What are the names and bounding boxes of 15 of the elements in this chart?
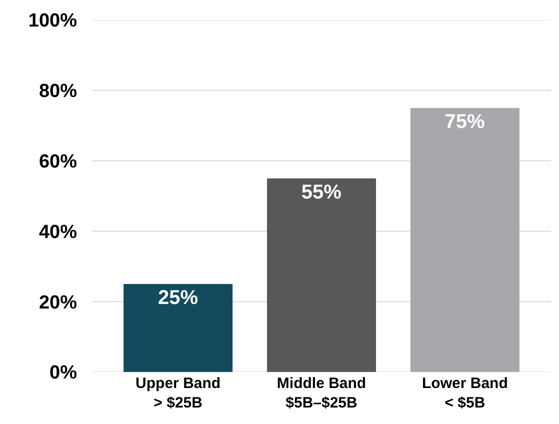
bar [410, 108, 520, 372]
data-label: 55% [301, 181, 342, 204]
y-tick-label: 100% [28, 10, 78, 32]
y-tick-label: 60% [38, 151, 78, 172]
data-label: 25% [158, 287, 198, 309]
x-tick-label: Middle Band $5B–$25B [276, 375, 366, 412]
bar [124, 284, 233, 372]
x-tick-label: Lower Band < $5B [422, 375, 508, 412]
y-tick-label: 80% [38, 81, 78, 102]
y-tick-label: 0% [50, 362, 78, 384]
bar [266, 178, 376, 372]
y-tick-label: 40% [38, 222, 78, 243]
y-tick-label: 20% [38, 292, 78, 314]
x-tick-label: Upper Band > $25B [136, 375, 221, 412]
data-label: 75% [444, 111, 486, 133]
